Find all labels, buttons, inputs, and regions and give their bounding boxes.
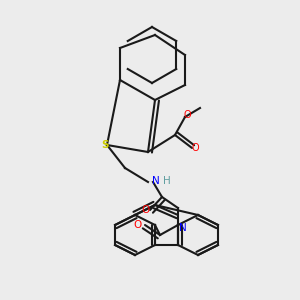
Text: S: S [101,140,109,150]
Text: N: N [179,223,187,233]
Text: O: O [191,143,199,153]
Text: O: O [141,205,149,215]
Text: H: H [163,176,171,186]
Text: O: O [134,220,142,230]
Text: N: N [152,176,160,186]
Text: O: O [183,110,191,120]
